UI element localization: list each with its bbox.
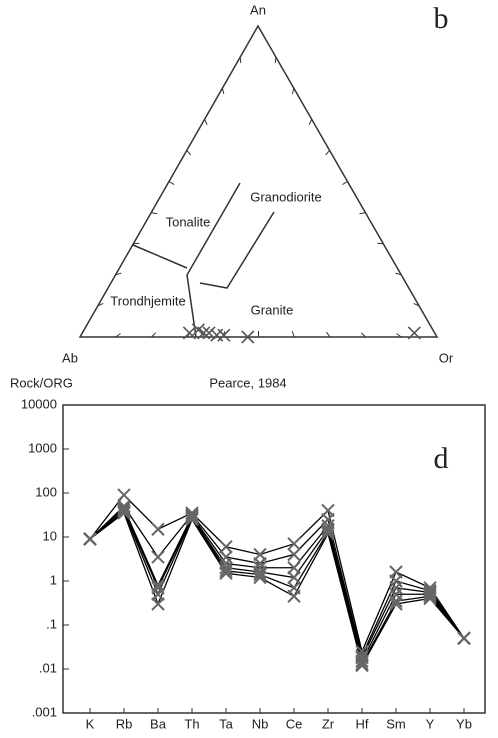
panel-label: d [434,442,449,475]
y-tick-label: .1 [46,616,57,631]
x-tick-label: Ce [286,716,303,731]
ternary-frame [80,26,437,337]
field-boundary [187,183,240,337]
field-label: Trondhjemite [110,293,185,308]
x-tick-label: Rb [116,716,133,731]
vertex-label: An [250,2,266,17]
y-tick-label: 1 [50,572,57,587]
edge-tick [360,213,366,214]
x-tick-label: Ba [150,716,167,731]
data-marker [152,551,164,563]
x-tick-label: Yb [456,716,472,731]
edge-tick [169,182,174,185]
data-marker [152,582,164,594]
data-marker [288,590,300,602]
data-marker [118,489,130,501]
data-marker [288,572,300,584]
plot-frame [63,405,485,713]
y-tick-label: 100 [35,484,57,499]
series-line [90,508,464,658]
y-tick-label: 10 [43,528,57,543]
x-tick-label: Ta [219,716,234,731]
y-tick-label: 1000 [28,440,57,455]
x-tick-label: Hf [356,716,369,731]
data-marker [288,538,300,550]
field-boundary [133,245,187,268]
sample-point [211,329,223,341]
edge-tick [292,331,294,337]
y-axis-label: Rock/ORG [10,375,73,390]
edge-tick [240,57,241,63]
panel-label: b [434,2,449,35]
data-marker [220,541,232,553]
spider-marks: 10000 1000 100 10 1 .1 .01 .001 K Rb Ba Th Ta Nb Ce Zr H… [21,396,472,731]
edge-tick [309,119,312,124]
field-label: Granodiorite [250,189,322,204]
y-tick-label: .001 [32,704,57,719]
x-tick-label: Y [426,716,435,731]
x-tick-label: Nb [252,716,269,731]
data-marker [152,598,164,610]
x-tick-label: K [86,716,95,731]
data-marker [458,632,470,644]
chart-title: Pearce, 1984 [209,375,286,390]
edge-tick [187,150,191,155]
x-tick-label: Th [184,716,199,731]
x-tick-label: Sm [386,716,406,731]
edge-tick [222,88,223,94]
series-line [90,511,464,663]
field-label: Tonalite [166,214,211,229]
series-line [90,511,464,662]
data-marker [152,523,164,535]
data-marker [84,533,96,545]
x-tick-label: Zr [322,716,335,731]
edge-tick [292,88,293,94]
edge-tick [342,182,347,185]
field-label: Granite [251,302,294,317]
edge-tick [275,57,276,63]
y-tick-label: 10000 [21,396,57,411]
y-tick-label: .01 [39,660,57,675]
edge-tick [151,213,157,214]
vertex-label: Or [439,350,454,365]
edge-tick [326,150,330,155]
field-boundary [200,212,274,288]
vertex-label: Ab [62,350,78,365]
edge-tick [205,119,208,124]
data-marker [288,549,300,561]
sample-point [218,329,230,341]
